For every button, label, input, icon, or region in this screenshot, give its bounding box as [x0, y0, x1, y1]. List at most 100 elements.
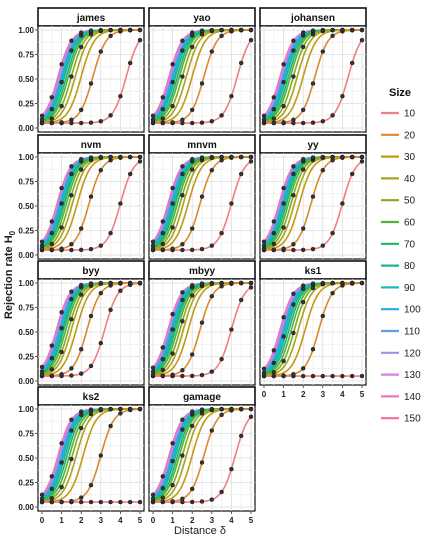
data-point [310, 346, 316, 352]
data-point [359, 37, 365, 43]
x-tick-label: 4 [340, 390, 345, 399]
legend-label: 140 [404, 392, 421, 403]
data-point [78, 247, 84, 253]
data-points [261, 154, 365, 253]
data-point [248, 280, 254, 286]
data-point [59, 62, 64, 67]
grid [38, 405, 144, 511]
data-point [170, 246, 175, 251]
y-tick-label: 1.00 [18, 279, 34, 288]
data-point [59, 484, 64, 490]
data-point [238, 171, 244, 177]
legend-label: 60 [404, 218, 416, 229]
y-tick-label: 1.00 [18, 405, 34, 414]
data-point [229, 27, 234, 33]
data-point [291, 372, 296, 377]
data-point [219, 406, 224, 412]
data-point [199, 194, 205, 199]
data-point [98, 406, 104, 412]
legend-item-140: 140 [381, 392, 421, 403]
facet-title: byy [82, 266, 100, 277]
data-point [330, 290, 335, 296]
data-point [98, 280, 104, 286]
data-point [59, 103, 64, 109]
data-point [78, 120, 84, 126]
facet-title: mnvm [187, 140, 217, 151]
data-point [98, 243, 104, 248]
data-point [49, 367, 54, 372]
data-point [291, 291, 296, 296]
data-point [137, 154, 143, 160]
data-point [108, 280, 113, 286]
data-point [320, 49, 325, 54]
data-point [199, 460, 205, 465]
legend-item-30: 30 [381, 152, 416, 163]
data-points [39, 27, 143, 126]
data-point [330, 27, 335, 33]
data-point [199, 407, 205, 412]
legend-item-10: 10 [381, 109, 416, 120]
data-point [189, 247, 195, 253]
y-tick-label: 0.50 [18, 202, 34, 211]
data-point [291, 247, 296, 253]
data-point [88, 155, 94, 160]
data-point [359, 159, 365, 164]
data-point [98, 154, 104, 160]
facet-title: mbyy [189, 266, 216, 277]
data-point [350, 60, 355, 66]
data-point [127, 154, 133, 160]
data-point [209, 27, 215, 33]
data-point [170, 120, 175, 125]
data-point [330, 230, 335, 236]
data-point [199, 320, 205, 325]
data-point [271, 370, 276, 375]
data-point [160, 373, 166, 378]
data-point [271, 247, 276, 252]
data-point [310, 120, 316, 125]
data-point [180, 193, 185, 198]
data-point [248, 37, 254, 43]
data-point [127, 27, 133, 33]
grid [260, 153, 366, 259]
data-point [229, 466, 234, 472]
series-line-30 [263, 282, 362, 377]
data-point [320, 243, 325, 248]
data-point [248, 285, 254, 290]
data-point [291, 302, 296, 307]
data-point [118, 288, 123, 293]
data-point [78, 107, 84, 113]
data-point [301, 167, 306, 172]
facet-panel-gamage: gamage 0 1 2 3 4 5 [148, 386, 256, 525]
data-point [160, 247, 166, 252]
data-point [189, 107, 195, 113]
data-point [310, 285, 316, 291]
data-point [59, 325, 64, 331]
legend-label: 70 [404, 239, 416, 250]
data-point [69, 456, 74, 462]
data-point [180, 171, 185, 177]
x-tick-label: 5 [360, 390, 365, 399]
data-point [238, 433, 244, 439]
facet-panels: james 0.00 0.25 0.50 0.75 1.00 yao johansen nvm 0… [18, 7, 367, 525]
data-point [59, 185, 64, 191]
data-point [137, 37, 143, 43]
data-points [39, 154, 143, 253]
x-tick-label: 3 [210, 516, 215, 525]
data-point [180, 453, 185, 458]
data-point [180, 368, 185, 373]
data-point [248, 414, 254, 419]
x-tick-label: 0 [40, 516, 45, 525]
data-point [49, 356, 54, 361]
data-points [39, 406, 143, 505]
data-point [320, 168, 325, 173]
y-tick-label: 0.75 [18, 51, 34, 60]
data-point [189, 352, 195, 357]
data-point [310, 194, 316, 199]
data-point [180, 242, 185, 247]
data-point [209, 243, 215, 248]
data-point [291, 242, 296, 247]
data-point [88, 482, 94, 488]
facet-title: yy [307, 140, 319, 151]
y-tick-label: 0.75 [18, 304, 34, 313]
data-point [160, 486, 166, 491]
